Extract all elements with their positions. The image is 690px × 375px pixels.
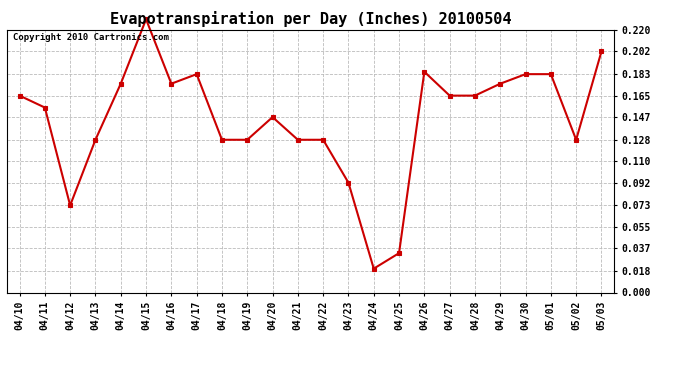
Text: Evapotranspiration per Day (Inches) 20100504: Evapotranspiration per Day (Inches) 2010… <box>110 11 511 27</box>
Text: Copyright 2010 Cartronics.com: Copyright 2010 Cartronics.com <box>13 33 169 42</box>
